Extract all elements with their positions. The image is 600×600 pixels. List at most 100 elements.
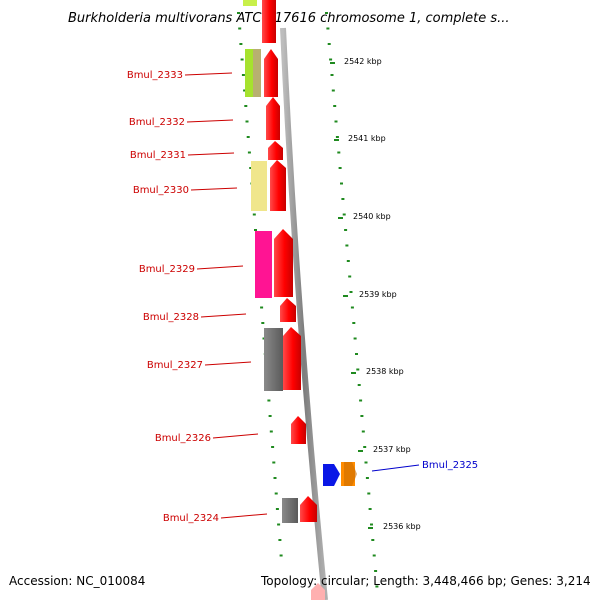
- scale-tick: [268, 415, 272, 417]
- gene-arrow: [270, 160, 286, 211]
- scale-major-tick: [330, 62, 335, 64]
- scale-major-tick: [334, 139, 339, 141]
- scale-tick: [333, 105, 337, 107]
- scale-tick: [326, 27, 330, 30]
- gene-arrow: [262, 0, 276, 43]
- gene-arrow: [280, 298, 296, 322]
- gene-label: Bmul_2330: [133, 185, 189, 196]
- accession-text: Accession: NC_010084: [9, 574, 146, 588]
- scale-tick: [340, 182, 343, 185]
- scale-tick: [278, 539, 282, 541]
- scale-tick: [370, 523, 373, 526]
- gene-arrow: [283, 327, 301, 390]
- scale-tick: [346, 260, 350, 262]
- scale-tick: [360, 415, 364, 417]
- scale-tick: [327, 43, 331, 45]
- scale-tick: [367, 492, 371, 495]
- gene-arrow: [300, 496, 317, 522]
- scale-tick: [273, 477, 277, 479]
- feature-block: [243, 0, 257, 6]
- scale-tick: [237, 12, 240, 14]
- scale-tick: [331, 89, 335, 92]
- scale-tick: [245, 120, 249, 123]
- scale-label: 2539 kbp: [359, 290, 397, 299]
- scale-tick: [271, 446, 275, 448]
- scale-tick: [371, 539, 375, 541]
- scale-tick: [252, 213, 256, 216]
- gene-label: Bmul_2325: [422, 460, 478, 471]
- scale-major-tick: [358, 450, 363, 452]
- scale-label: 2536 kbp: [383, 522, 421, 531]
- scale-tick: [341, 198, 345, 200]
- scale-tick: [335, 136, 339, 138]
- gene-arrow: [274, 229, 293, 297]
- feature-block: [251, 161, 267, 211]
- scale-tick: [359, 399, 363, 402]
- scale-tick: [330, 74, 334, 76]
- scale-tick: [361, 430, 365, 433]
- feature-block: [255, 231, 272, 298]
- scale-tick: [279, 554, 283, 557]
- scale-tick: [337, 151, 341, 154]
- scale-label: 2537 kbp: [373, 445, 411, 454]
- gene-label: Bmul_2324: [163, 513, 219, 524]
- map-title: Burkholderia multivorans ATCC 17616 chro…: [68, 11, 510, 26]
- scale-tick: [249, 167, 253, 169]
- gene-arrow: [311, 583, 325, 600]
- scale-tick: [374, 570, 378, 572]
- scale-tick: [356, 368, 360, 371]
- gene-label: Bmul_2332: [129, 117, 185, 128]
- scale-tick: [364, 461, 368, 464]
- scale-label: 2538 kbp: [366, 367, 404, 376]
- gene-label: Bmul_2326: [155, 433, 211, 444]
- gene-label: Bmul_2333: [127, 70, 183, 81]
- gene-label: Bmul_2327: [147, 360, 203, 371]
- leader-line-right: [371, 464, 420, 472]
- scale-tick: [243, 89, 247, 92]
- feature-block: [253, 49, 261, 97]
- scale-tick: [241, 74, 245, 76]
- scale-tick: [349, 291, 353, 293]
- scale-tick: [260, 306, 264, 309]
- gene-arrow: [344, 462, 357, 486]
- scale-tick: [368, 508, 372, 510]
- scale-tick: [238, 27, 242, 30]
- topology-text: Topology: circular; Length: 3,448,466 bp…: [261, 574, 591, 588]
- scale-tick: [352, 322, 356, 324]
- scale-tick: [350, 306, 354, 309]
- scale-tick: [246, 136, 250, 138]
- scale-tick: [254, 229, 257, 231]
- scale-tick: [345, 244, 349, 247]
- scale-label: 2542 kbp: [344, 57, 382, 66]
- scale-tick: [269, 430, 273, 433]
- scale-tick: [267, 399, 271, 402]
- leader-lines: [184, 72, 268, 519]
- scale-tick: [348, 275, 352, 278]
- scale-tick: [272, 461, 276, 464]
- scale-tick: [274, 492, 278, 495]
- scale-tick: [342, 213, 346, 216]
- gene-label: Bmul_2328: [143, 312, 199, 323]
- scale-tick: [261, 322, 265, 324]
- scale-tick: [344, 229, 348, 231]
- chromosome-backbone: [280, 27, 328, 600]
- scale-major-tick: [368, 527, 373, 529]
- scale-tick: [363, 446, 367, 448]
- feature-block: [282, 498, 298, 523]
- gene-arrow: [266, 97, 280, 140]
- scale-tick: [244, 105, 248, 107]
- feature-block: [245, 49, 254, 97]
- feature-block: [264, 328, 283, 391]
- scale-tick: [329, 58, 333, 61]
- scale-tick: [372, 554, 376, 557]
- scale-tick: [277, 523, 281, 526]
- scale-label: 2540 kbp: [353, 212, 391, 221]
- scale-tick: [357, 384, 361, 386]
- scale-tick: [338, 167, 342, 169]
- scale-major-tick: [351, 372, 356, 374]
- gene-arrow: [291, 416, 306, 444]
- scale-tick: [240, 58, 244, 61]
- gene-label: Bmul_2331: [130, 150, 186, 161]
- gene-arrow: [323, 464, 340, 486]
